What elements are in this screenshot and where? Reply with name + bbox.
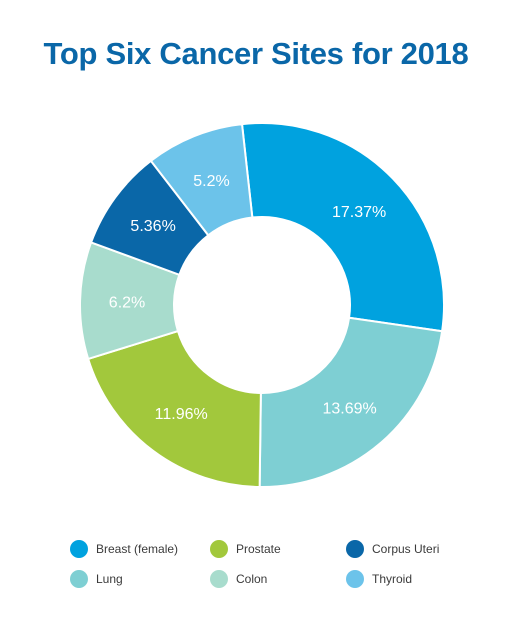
legend-swatch-colon xyxy=(210,570,228,588)
legend-item-corpus-uteri: Corpus Uteri xyxy=(346,538,439,560)
legend-label-colon: Colon xyxy=(236,572,268,586)
legend-label-thyroid: Thyroid xyxy=(372,572,413,586)
legend-item-prostate: Prostate xyxy=(210,538,281,560)
legend-swatch-corpus-uteri xyxy=(346,540,364,558)
slice-label-lung: 13.69% xyxy=(323,401,377,418)
legend-swatch-thyroid xyxy=(346,570,364,588)
slice-thyroid xyxy=(149,122,254,237)
legend-item-breast-female: Breast (female) xyxy=(70,538,178,560)
legend-swatch-prostate xyxy=(210,540,228,558)
legend-swatch-lung xyxy=(70,570,88,588)
legend-label-lung: Lung xyxy=(96,572,123,586)
legend-label-prostate: Prostate xyxy=(236,542,281,556)
legend: Breast (female) Lung Prostate Colon Corp… xyxy=(70,538,470,598)
slice-label-breast-female: 17.37% xyxy=(332,204,386,221)
legend-item-lung: Lung xyxy=(70,568,123,590)
slice-label-corpus-uteri: 5.36% xyxy=(130,218,175,235)
legend-swatch-breast-female xyxy=(70,540,88,558)
slice-lung xyxy=(258,316,444,488)
legend-item-colon: Colon xyxy=(210,568,267,590)
slice-label-thyroid: 5.2% xyxy=(193,173,229,190)
chart-title: Top Six Cancer Sites for 2018 xyxy=(43,36,469,71)
slice-label-colon: 6.2% xyxy=(109,295,145,312)
slice-label-prostate: 11.96% xyxy=(155,406,208,423)
slice-breast-female xyxy=(240,122,445,333)
slice-prostate xyxy=(86,329,262,488)
legend-item-thyroid: Thyroid xyxy=(346,568,412,590)
legend-label-corpus-uteri: Corpus Uteri xyxy=(372,542,440,556)
legend-label-breast-female: Breast (female) xyxy=(96,542,179,556)
